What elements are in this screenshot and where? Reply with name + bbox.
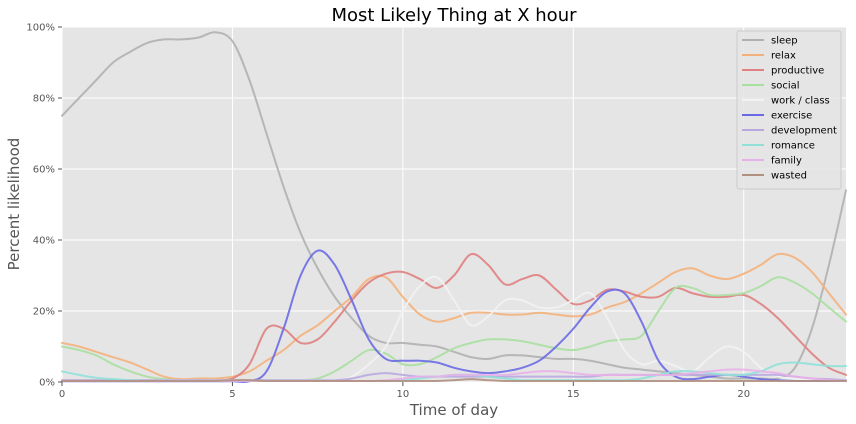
y-tick-label: 20% [33, 307, 55, 318]
x-tick-label: 10 [397, 389, 410, 400]
y-tick-label: 40% [33, 236, 55, 247]
x-tick-label: 0 [59, 389, 65, 400]
chart-title: Most Likely Thing at X hour [331, 5, 577, 26]
legend: sleep relax productive social work / class ex… [736, 30, 842, 190]
series-line-sleep [61, 31, 847, 381]
x-axis-label: Time of day [409, 401, 498, 419]
y-tick-label: 0% [39, 378, 55, 389]
legend-label-sleep: sleep [771, 36, 798, 47]
legend-label-social: social [771, 81, 800, 92]
legend-label-romance: romance [771, 141, 815, 152]
legend-label-family: family [771, 156, 802, 167]
series-line-wasted [61, 378, 847, 382]
legend-label-relax: relax [771, 51, 796, 62]
series-line-relax [61, 252, 847, 381]
legend-label-exercise: exercise [771, 111, 812, 122]
legend-label-development: development [771, 126, 837, 137]
y-tick-label: 60% [33, 165, 55, 176]
plot-area [62, 27, 846, 382]
y-tick-label: 80% [33, 94, 55, 105]
legend-label-wasted: wasted [771, 171, 807, 182]
legend-label-work-class: work / class [771, 96, 830, 107]
x-tick-label: 5 [229, 389, 235, 400]
x-tick-label: 15 [567, 389, 580, 400]
ticks: 0 5 10 15 20 0% 20% 40% 60% 80% 100% [26, 23, 750, 401]
x-tick-label: 20 [737, 389, 750, 400]
y-tick-label: 100% [26, 23, 55, 34]
y-axis-label: Percent likelihood [5, 138, 23, 271]
series-layer [61, 31, 847, 384]
legend-label-productive: productive [771, 66, 824, 77]
